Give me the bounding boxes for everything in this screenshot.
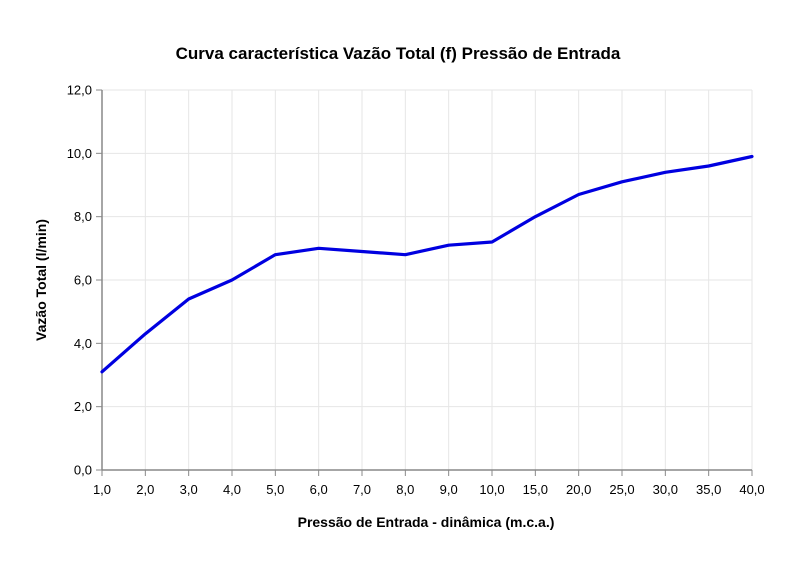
data-point (620, 180, 624, 184)
data-point (750, 155, 754, 158)
y-axis-label: Vazão Total (l/min) (33, 219, 49, 341)
series-lines (100, 154, 754, 374)
x-tick-label: 6,0 (310, 482, 328, 497)
y-tick-label: 4,0 (74, 336, 92, 351)
data-point (534, 215, 537, 218)
data-point (230, 278, 234, 282)
data-point (187, 297, 190, 301)
y-tick-label: 10,0 (67, 146, 92, 161)
y-tick-label: 12,0 (67, 83, 92, 98)
x-tick-label: 1,0 (93, 482, 111, 497)
grid-lines (102, 89, 753, 470)
tick-labels: 1,0 2,0 3,0 4,0 5,0 6,0 7,0 8,0 9,0 10,0 15,0 20,0 2… (67, 83, 765, 498)
data-point (447, 243, 450, 247)
x-tick-label: 20,0 (566, 482, 591, 497)
x-tick-label: 35,0 (696, 482, 721, 497)
data-point (577, 193, 580, 196)
data-point (490, 240, 494, 244)
y-tick-label: 8,0 (74, 209, 92, 224)
series-line-0 (100, 154, 754, 374)
x-tick-label: 10,0 (479, 482, 504, 497)
chart-title: Curva característica Vazão Total (f) Pre… (176, 44, 621, 63)
x-tick-label: 2,0 (136, 482, 154, 497)
x-tick-label: 3,0 (180, 482, 198, 497)
data-point (707, 164, 710, 168)
data-point (100, 370, 104, 374)
data-point (404, 253, 407, 256)
x-tick-label: 9,0 (440, 482, 458, 497)
axes (96, 89, 753, 476)
data-point (317, 247, 320, 250)
y-tick-label: 2,0 (74, 399, 92, 414)
x-tick-label: 25,0 (609, 482, 634, 497)
x-axis-label: Pressão de Entrada - dinâmica (m.c.a.) (298, 514, 555, 530)
x-tick-label: 4,0 (223, 482, 241, 497)
x-tick-label: 7,0 (353, 482, 371, 497)
data-point (664, 171, 667, 174)
data-point (274, 253, 277, 256)
y-tick-label: 0,0 (74, 463, 92, 478)
data-point (360, 250, 364, 253)
data-point (144, 332, 147, 336)
x-tick-label: 40,0 (739, 482, 764, 497)
y-tick-label: 6,0 (74, 273, 92, 288)
x-tick-label: 5,0 (266, 482, 284, 497)
x-tick-label: 8,0 (396, 482, 414, 497)
x-tick-label: 15,0 (523, 482, 548, 497)
x-tick-label: 30,0 (653, 482, 678, 497)
